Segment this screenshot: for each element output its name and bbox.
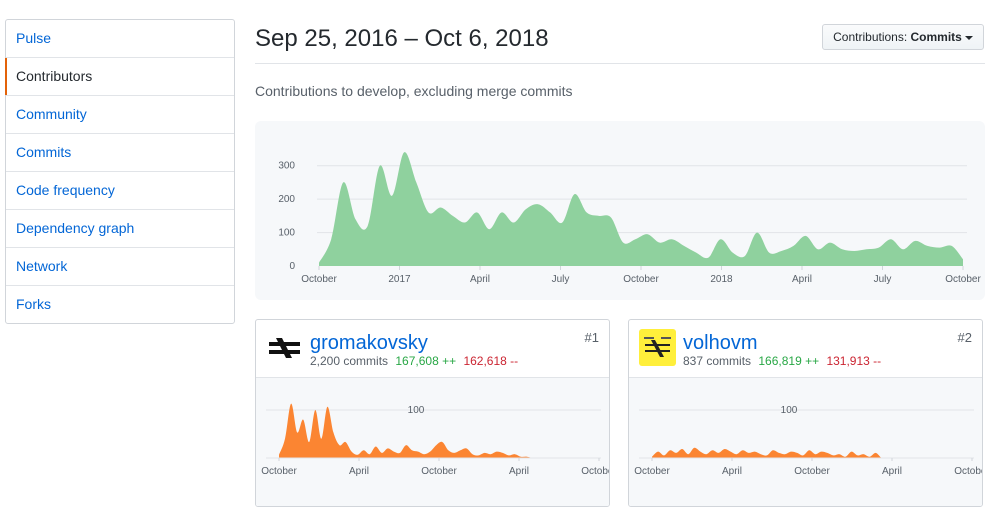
select-value: Commits	[910, 30, 962, 44]
contributor-username[interactable]: volhovm	[683, 332, 758, 354]
header-divider	[255, 63, 985, 64]
x-tick-label: July	[552, 274, 570, 285]
x-tick-label: 2018	[710, 274, 733, 285]
y-tick-label: 300	[278, 161, 295, 172]
sidebar-item-network[interactable]: Network	[6, 248, 234, 286]
x-tick-label: October	[954, 466, 983, 477]
x-tick-label: April	[722, 466, 742, 477]
contributor-area-series	[279, 403, 599, 459]
x-tick-label: October	[261, 466, 297, 477]
caret-down-icon	[964, 35, 973, 40]
sidebar-item-code-frequency[interactable]: Code frequency	[6, 172, 234, 210]
x-tick-label: April	[349, 466, 369, 477]
y-tick-label: 0	[289, 261, 295, 272]
train-track-icon[interactable]	[266, 329, 303, 366]
sidebar-item-commits[interactable]: Commits	[6, 134, 234, 172]
contributor-area-series	[652, 447, 972, 459]
y-tick-label: 100	[278, 228, 295, 239]
x-tick-label: October	[301, 274, 337, 285]
insights-sidebar: Pulse Contributors Community Commits Cod…	[5, 19, 235, 324]
contributor-stats: 2,200 commits 167,608 ++ 162,618 --	[310, 354, 518, 368]
yellow-sign-icon[interactable]	[639, 329, 676, 366]
x-tick-label: July	[874, 274, 892, 285]
sidebar-item-pulse[interactable]: Pulse	[6, 20, 234, 58]
x-tick-label: 2017	[388, 274, 411, 285]
x-tick-label: April	[882, 466, 902, 477]
x-tick-label: October	[945, 274, 981, 285]
select-prefix: Contributions:	[833, 30, 911, 44]
y-tick-label: 200	[278, 194, 295, 205]
deletions-count: 162,618 --	[463, 354, 519, 368]
y-tick-label: 100	[408, 405, 425, 416]
contributor-card-header: gromakovsky 2,200 commits 167,608 ++ 162…	[256, 320, 609, 378]
page-title: Sep 25, 2016 – Oct 6, 2018	[255, 25, 549, 52]
additions-count: 167,608 ++	[395, 354, 457, 368]
contributor-card: volhovm 837 commits 166,819 ++ 131,913 -…	[628, 319, 983, 507]
x-tick-label: October	[634, 466, 670, 477]
commit-count: 837 commits	[683, 354, 752, 368]
contributor-chart-svg: 100 October April October April October	[634, 405, 983, 477]
x-tick-label: October	[623, 274, 659, 285]
contributions-type-select[interactable]: Contributions: Commits	[822, 24, 984, 50]
contributor-rank: #2	[957, 330, 972, 345]
x-tick-label: October	[421, 466, 457, 477]
contributor-stats: 837 commits 166,819 ++ 131,913 --	[683, 354, 881, 368]
contributor-rank: #1	[584, 330, 599, 345]
chart-subtitle: Contributions to develop, excluding merg…	[255, 83, 573, 99]
x-tick-label: October	[581, 466, 610, 477]
x-tick-label: April	[470, 274, 490, 285]
additions-count: 166,819 ++	[758, 354, 820, 368]
contributor-card-header: volhovm 837 commits 166,819 ++ 131,913 -…	[629, 320, 982, 378]
x-tick-label: April	[509, 466, 529, 477]
x-tick-label: October	[794, 466, 830, 477]
contributor-username[interactable]: gromakovsky	[310, 332, 428, 354]
commit-count: 2,200 commits	[310, 354, 389, 368]
contributor-card: gromakovsky 2,200 commits 167,608 ++ 162…	[255, 319, 610, 507]
contributor-chart-svg: 100 October April October April October	[261, 403, 610, 477]
sidebar-item-forks[interactable]: Forks	[16, 296, 51, 312]
contributions-chart-svg: 0 100 200 300 October 2017 April July October 201…	[278, 152, 981, 285]
commits-area-series	[319, 152, 963, 266]
sidebar-item-dependency-graph[interactable]: Dependency graph	[6, 210, 234, 248]
x-tick-label: April	[792, 274, 812, 285]
sidebar-item-community[interactable]: Community	[6, 96, 234, 134]
sidebar-item-contributors[interactable]: Contributors	[5, 58, 234, 96]
contributions-chart[interactable]: 0 100 200 300 October 2017 April July October 201…	[255, 121, 985, 300]
y-tick-label: 100	[781, 405, 798, 416]
contributor-chart[interactable]: 100 October April October April October	[629, 378, 983, 506]
deletions-count: 131,913 --	[826, 354, 882, 368]
contributor-chart[interactable]: 100 October April October April October	[256, 378, 610, 506]
